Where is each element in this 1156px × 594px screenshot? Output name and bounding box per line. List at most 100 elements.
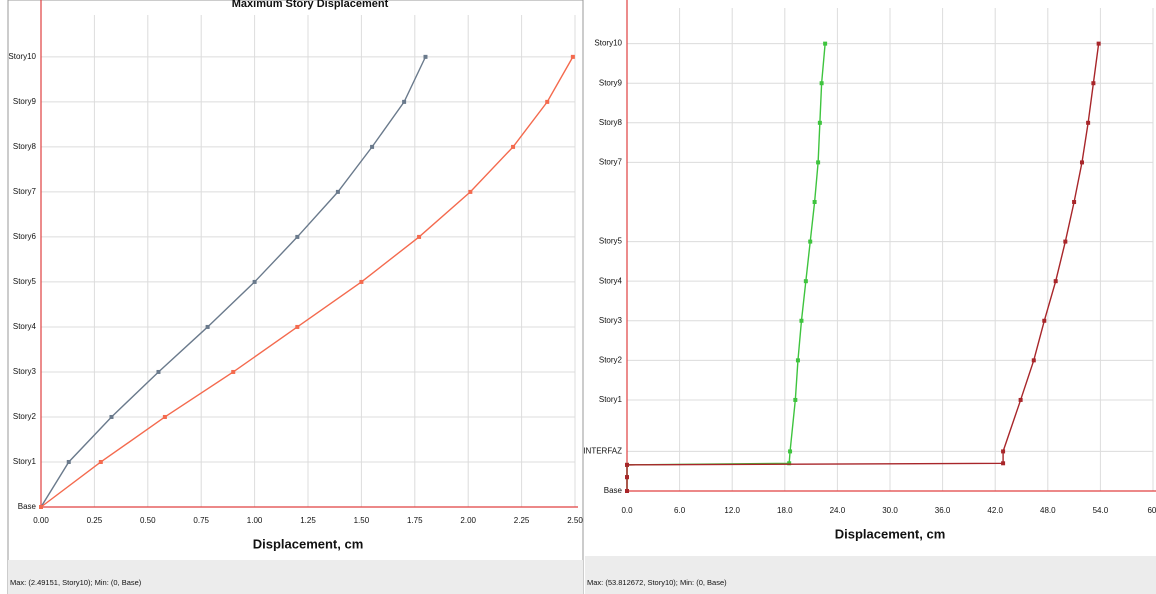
x-tick-label: 1.25	[300, 516, 316, 525]
y-tick-label: Story7	[13, 187, 37, 196]
x-tick-label: 2.50	[567, 516, 583, 525]
x-tick-label: 1.00	[247, 516, 263, 525]
point-marker	[1091, 81, 1096, 86]
x-tick-label: 0.0	[621, 506, 633, 515]
point-marker	[1096, 41, 1101, 46]
point-marker	[1031, 358, 1036, 363]
point-marker	[1053, 279, 1058, 284]
y-tick-label: Story9	[13, 97, 37, 106]
point-marker	[66, 459, 71, 464]
y-tick-label: Story8	[599, 118, 623, 127]
point-marker	[1042, 318, 1047, 323]
x-tick-label: 48.0	[1040, 506, 1056, 515]
point-marker	[359, 279, 364, 284]
point-marker	[819, 81, 824, 86]
footer-status: Max: (2.49151, Story10); Min: (0, Base)	[10, 578, 142, 587]
point-marker	[816, 160, 821, 165]
y-tick-label: Story8	[13, 142, 37, 151]
x-tick-label: 54.0	[1093, 506, 1109, 515]
y-tick-label: Story5	[13, 277, 37, 286]
x-tick-label: 1.75	[407, 516, 423, 525]
point-marker	[799, 318, 804, 323]
x-tick-label: 42.0	[987, 506, 1003, 515]
right-panel	[585, 0, 1156, 594]
point-marker	[1079, 160, 1084, 165]
footer-status: Max: (53.812672, Story10); Min: (0, Base…	[587, 578, 727, 587]
y-tick-label: Base	[604, 486, 623, 495]
x-tick-label: 60.	[1147, 506, 1156, 515]
x-tick-label: 36.0	[935, 506, 951, 515]
point-marker	[812, 199, 817, 204]
y-tick-label: Story1	[13, 457, 37, 466]
x-axis-title: Displacement, cm	[253, 536, 364, 551]
x-tick-label: 0.25	[87, 516, 103, 525]
point-marker	[1001, 449, 1006, 454]
point-marker	[803, 279, 808, 284]
y-tick-label: Story2	[13, 412, 37, 421]
point-marker	[335, 189, 340, 194]
x-tick-label: 2.25	[514, 516, 530, 525]
point-marker	[817, 120, 822, 125]
y-tick-label: Story2	[599, 355, 623, 364]
point-marker	[1001, 461, 1006, 466]
y-tick-label: INTERFAZ	[583, 447, 622, 456]
y-tick-label: Story10	[594, 39, 622, 48]
point-marker	[788, 449, 793, 454]
point-marker	[295, 234, 300, 239]
x-tick-label: 30.0	[882, 506, 898, 515]
left-footer-bar	[8, 560, 583, 594]
left-panel	[7, 0, 584, 594]
y-tick-label: Story4	[13, 322, 37, 331]
y-tick-label: Story4	[599, 276, 623, 285]
point-marker	[417, 234, 422, 239]
point-marker	[793, 397, 798, 402]
point-marker	[570, 54, 575, 59]
point-marker	[823, 41, 828, 46]
point-marker	[370, 144, 375, 149]
point-marker	[295, 324, 300, 329]
point-marker	[205, 324, 210, 329]
point-marker	[162, 414, 167, 419]
x-tick-label: 0.00	[33, 516, 49, 525]
y-tick-label: Story1	[599, 395, 623, 404]
right-footer-bar	[585, 556, 1156, 594]
x-tick-label: 12.0	[724, 506, 740, 515]
point-marker	[1072, 199, 1077, 204]
x-tick-label: 0.50	[140, 516, 156, 525]
point-marker	[39, 505, 43, 509]
x-axis-title: Displacement, cm	[835, 526, 946, 541]
x-tick-label: 24.0	[830, 506, 846, 515]
point-marker	[787, 461, 792, 466]
point-marker	[1018, 397, 1023, 402]
x-tick-label: 0.75	[193, 516, 209, 525]
point-marker	[511, 144, 516, 149]
point-marker	[1063, 239, 1068, 244]
y-tick-label: Story3	[599, 316, 623, 325]
x-tick-label: 18.0	[777, 506, 793, 515]
point-marker	[625, 462, 629, 467]
y-tick-label: Story10	[8, 52, 36, 61]
x-tick-label: 2.00	[460, 516, 476, 525]
x-tick-label: 1.50	[354, 516, 370, 525]
point-marker	[252, 279, 257, 284]
point-marker	[468, 189, 473, 194]
point-marker	[109, 414, 114, 419]
point-marker	[402, 99, 407, 104]
y-tick-label: Story9	[599, 78, 623, 87]
point-marker	[808, 239, 813, 244]
y-tick-label: Story5	[599, 237, 623, 246]
point-marker	[231, 369, 236, 374]
x-tick-label: 6.0	[674, 506, 686, 515]
point-marker	[795, 358, 800, 363]
point-marker	[625, 489, 629, 493]
chart-title: Maximum Story Displacement	[232, 0, 389, 10]
y-tick-label: Story3	[13, 367, 37, 376]
point-marker	[625, 475, 629, 480]
point-marker	[423, 54, 428, 59]
y-tick-label: Story7	[599, 158, 623, 167]
point-marker	[156, 369, 161, 374]
y-tick-label: Story6	[13, 232, 37, 241]
point-marker	[98, 459, 103, 464]
point-marker	[1086, 120, 1091, 125]
